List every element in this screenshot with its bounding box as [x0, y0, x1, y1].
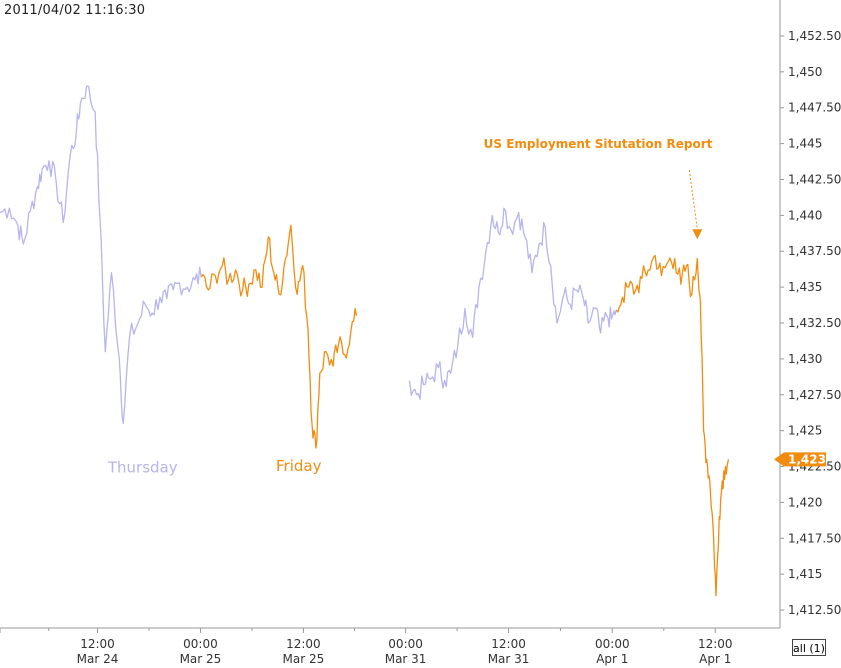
- x-tick-date-label: Apr 1: [699, 652, 731, 666]
- y-tick-label: 1,442.50: [788, 172, 841, 186]
- annotation-employment-report: US Employment Situtation Report: [484, 137, 713, 151]
- x-tick-date-label: Mar 25: [283, 652, 325, 666]
- y-tick-label: 1,450: [788, 65, 822, 79]
- x-tick-date-label: Mar 31: [488, 652, 530, 666]
- x-tick-date-label: Mar 24: [77, 652, 119, 666]
- y-tick-label: 1,412.50: [788, 603, 841, 617]
- y-tick-label: 1,435: [788, 280, 822, 294]
- annotation-friday: Friday: [276, 457, 322, 475]
- series-0-segment-1: [408, 207, 617, 400]
- series-1-segment-0: [200, 224, 358, 449]
- x-tick-time-label: 00:00: [183, 637, 218, 651]
- y-tick-label: 1,440: [788, 208, 822, 222]
- x-tick-date-label: Mar 31: [385, 652, 427, 666]
- last-price-label: 1,423: [788, 452, 826, 466]
- y-tick-label: 1,427.50: [788, 388, 841, 402]
- annotation-arrow-head: [692, 229, 703, 240]
- x-tick-date-label: Mar 25: [180, 652, 222, 666]
- y-tick-label: 1,447.50: [788, 101, 841, 115]
- y-tick-label: 1,432.50: [788, 316, 841, 330]
- annotation-arrow-line: [688, 169, 698, 230]
- y-tick-label: 1,437.50: [788, 244, 841, 258]
- y-tick-label: 1,452.50: [788, 29, 841, 43]
- x-tick-date-label: Apr 1: [596, 652, 628, 666]
- x-tick-time-label: 00:00: [595, 637, 630, 651]
- last-price-marker: [774, 452, 826, 467]
- annotation-thursday: Thursday: [107, 458, 178, 476]
- series-0-segment-0: [0, 85, 202, 425]
- y-tick-label: 1,445: [788, 137, 822, 151]
- x-tick-time-label: 12:00: [698, 637, 733, 651]
- x-tick-time-label: 12:00: [80, 637, 115, 651]
- y-tick-label: 1,430: [788, 352, 822, 366]
- y-tick-label: 1,415: [788, 567, 822, 581]
- x-tick-time-label: 12:00: [286, 637, 321, 651]
- all-button[interactable]: all (1): [792, 639, 826, 656]
- series-1-segment-1: [615, 254, 730, 597]
- x-tick-time-label: 12:00: [491, 637, 526, 651]
- y-tick-label: 1,417.50: [788, 531, 841, 545]
- y-tick-label: 1,425: [788, 424, 822, 438]
- timestamp-label: 2011/04/02 11:16:30: [4, 3, 146, 18]
- x-tick-time-label: 00:00: [388, 637, 423, 651]
- y-tick-label: 1,420: [788, 495, 822, 509]
